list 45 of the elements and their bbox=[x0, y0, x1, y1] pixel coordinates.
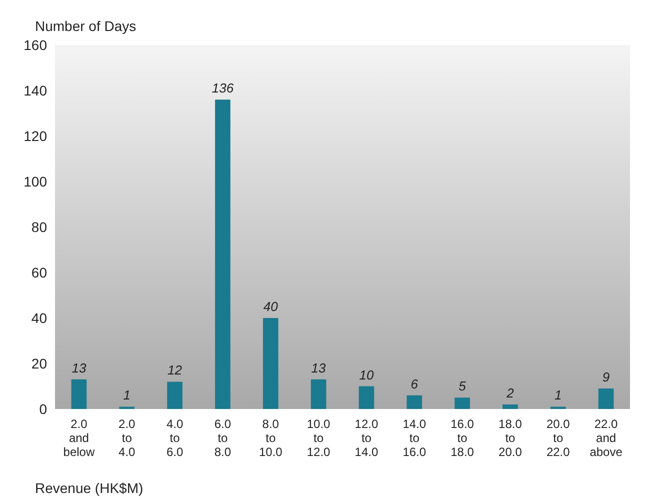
x-tick-label: 8.0 to 10.0 bbox=[258, 417, 283, 459]
y-axis-title: Number of Days bbox=[35, 18, 136, 34]
data-label: 12 bbox=[168, 362, 183, 378]
data-label: 5 bbox=[458, 378, 467, 394]
x-tick-label: 20.0 to 22.0 bbox=[546, 417, 570, 459]
bar bbox=[215, 100, 230, 409]
x-tick-label: 2.0 and below bbox=[63, 417, 95, 459]
bar bbox=[502, 404, 518, 409]
y-tick-label: 60 bbox=[31, 264, 48, 280]
y-tick-label: 0 bbox=[39, 401, 48, 417]
data-label: 2 bbox=[506, 385, 515, 400]
bar bbox=[598, 388, 614, 409]
bar bbox=[167, 382, 182, 409]
bar bbox=[358, 386, 374, 409]
data-label: 1 bbox=[554, 388, 562, 403]
y-tick-label: 100 bbox=[24, 174, 48, 190]
x-tick-label: 10.0 to 12.0 bbox=[306, 417, 331, 459]
x-tick-label: 16.0 to 18.0 bbox=[450, 417, 474, 459]
data-label: 9 bbox=[602, 370, 610, 385]
x-tick-label: 14.0 to 16.0 bbox=[402, 417, 426, 459]
x-tick-label: 12.0 to 14.0 bbox=[354, 417, 378, 459]
bar bbox=[262, 318, 278, 409]
y-tick-label: 40 bbox=[31, 310, 48, 326]
y-tick-label: 140 bbox=[24, 82, 48, 98]
bar bbox=[406, 395, 422, 409]
x-axis-title: Revenue (HK$M) bbox=[35, 480, 144, 496]
x-tick-label: 6.0 to 8.0 bbox=[214, 417, 232, 459]
x-tick-label: 18.0 to 20.0 bbox=[498, 417, 522, 459]
data-label: 40 bbox=[263, 299, 279, 314]
y-tick-label: 20 bbox=[31, 356, 48, 372]
bar bbox=[310, 379, 326, 409]
bar bbox=[454, 398, 470, 409]
y-tick-label: 160 bbox=[24, 37, 48, 53]
data-label: 1 bbox=[123, 388, 130, 403]
data-label: 136 bbox=[212, 80, 234, 96]
x-tick-label: 2.0 to 4.0 bbox=[118, 417, 136, 459]
data-label: 13 bbox=[311, 360, 327, 376]
y-tick-label: 80 bbox=[31, 219, 48, 235]
data-label: 6 bbox=[410, 376, 419, 392]
bar bbox=[71, 379, 87, 409]
y-tick-label: 120 bbox=[24, 128, 48, 144]
data-label: 13 bbox=[72, 360, 87, 376]
x-tick-label: 4.0 to 6.0 bbox=[166, 417, 184, 459]
data-label: 10 bbox=[359, 367, 374, 382]
x-tick-label: 22.0 and above bbox=[590, 417, 623, 459]
